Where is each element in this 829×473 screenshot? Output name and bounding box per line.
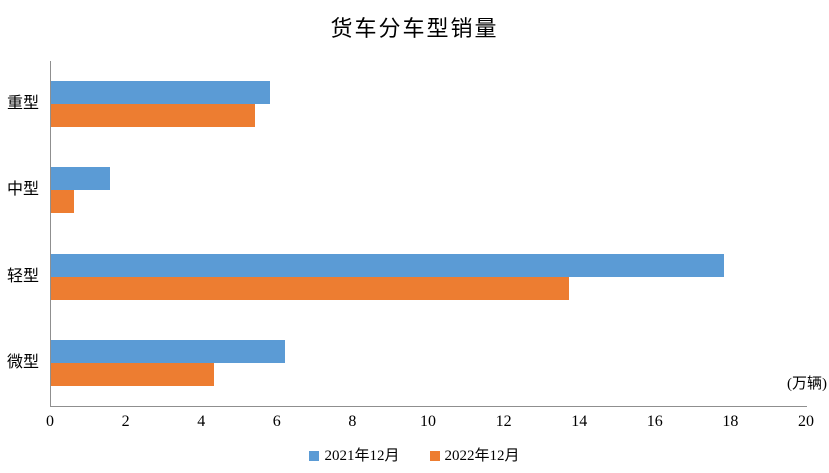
x-tick-label-18: 18	[722, 413, 739, 430]
category-label-4: 微型	[6, 353, 39, 371]
x-tick-label-2: 2	[121, 413, 130, 430]
x-tick-label-8: 8	[348, 413, 357, 430]
category-label-1: 重型	[6, 95, 39, 113]
legend-item-2021年12月: 2021年12月	[309, 447, 400, 465]
axis-unit-label: (万辆)	[787, 376, 827, 392]
legend-item-2022年12月: 2022年12月	[429, 447, 520, 465]
legend: 2021年12月 2022年12月	[0, 447, 829, 465]
bar-2021年12月-重型	[51, 81, 271, 105]
x-tick-label-16: 16	[646, 413, 663, 430]
plot-area	[50, 61, 807, 407]
bar-2022年12月-重型	[51, 104, 256, 128]
x-tick-label-12: 12	[495, 413, 512, 430]
bar-2021年12月-轻型	[51, 253, 724, 277]
x-tick-label-10: 10	[420, 413, 436, 430]
legend-label: 2022年12月	[444, 448, 520, 464]
x-tick-label-4: 4	[197, 413, 206, 430]
x-tick-label-0: 0	[46, 413, 54, 430]
category-label-3: 轻型	[6, 267, 39, 285]
bar-2022年12月-中型	[51, 190, 74, 214]
x-tick-label-20: 20	[798, 413, 814, 430]
bar-2021年12月-中型	[51, 167, 110, 191]
legend-swatch-icon	[429, 451, 440, 461]
x-tick-label-6: 6	[272, 413, 281, 430]
legend-swatch-icon	[309, 451, 320, 461]
bar-2022年12月-微型	[51, 362, 214, 386]
category-label-2: 中型	[6, 181, 39, 199]
bar-2022年12月-轻型	[51, 276, 569, 300]
chart-title: 货车分车型销量	[330, 16, 499, 41]
legend-label: 2021年12月	[324, 448, 400, 464]
bar-2021年12月-微型	[51, 339, 286, 363]
x-tick-label-14: 14	[571, 413, 588, 430]
